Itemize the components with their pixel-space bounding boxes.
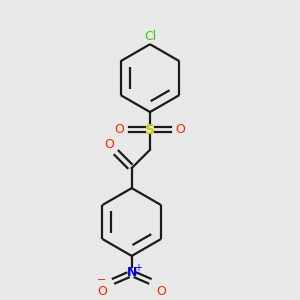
Text: N: N: [127, 266, 137, 279]
Text: O: O: [176, 123, 185, 136]
Text: O: O: [98, 285, 107, 298]
Text: +: +: [134, 263, 142, 273]
Text: O: O: [105, 138, 115, 151]
Text: S: S: [145, 123, 155, 137]
Text: O: O: [115, 123, 124, 136]
Text: −: −: [97, 275, 106, 285]
Text: O: O: [156, 285, 166, 298]
Text: Cl: Cl: [144, 30, 156, 43]
